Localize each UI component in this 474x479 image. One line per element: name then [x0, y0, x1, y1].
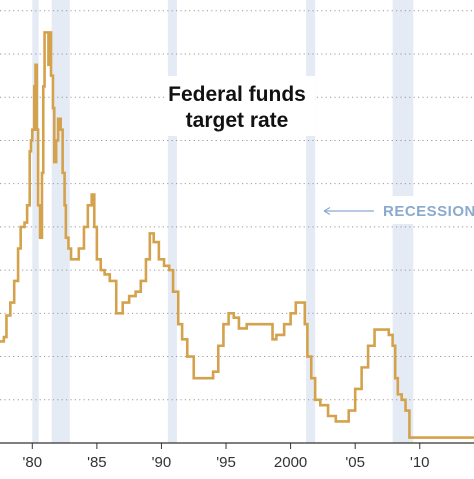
recession-arrow-head — [323, 206, 331, 216]
recession-label: RECESSION — [383, 203, 474, 220]
x-tick-label-0: '80 — [23, 454, 43, 471]
x-tick-label-5: '05 — [345, 454, 365, 471]
recession-label-backdrop — [378, 196, 474, 224]
annotations: Federal funds target rate RECESSION — [165, 76, 474, 224]
x-tick-label-4: 2000 — [274, 454, 307, 471]
x-axis: '80 '85 '90 '95 2000 '05 '10 — [0, 442, 474, 471]
chart-title-line-1: Federal funds — [168, 83, 306, 106]
x-tick-label-1: '85 — [87, 454, 107, 471]
series-line-0 — [0, 31, 474, 439]
recession-band-1 — [51, 0, 70, 443]
recession-band-0 — [32, 0, 39, 443]
recession-band-2 — [167, 0, 177, 443]
x-tick-label-2: '90 — [152, 454, 172, 471]
x-tick-label-6: '10 — [410, 454, 430, 471]
chart-title-line-2: target rate — [186, 109, 289, 132]
series-layer — [0, 31, 474, 439]
recession-band-3 — [306, 0, 316, 443]
recession-bands — [32, 0, 414, 443]
x-tick-label-3: '95 — [216, 454, 236, 471]
title-backdrop — [165, 76, 315, 136]
